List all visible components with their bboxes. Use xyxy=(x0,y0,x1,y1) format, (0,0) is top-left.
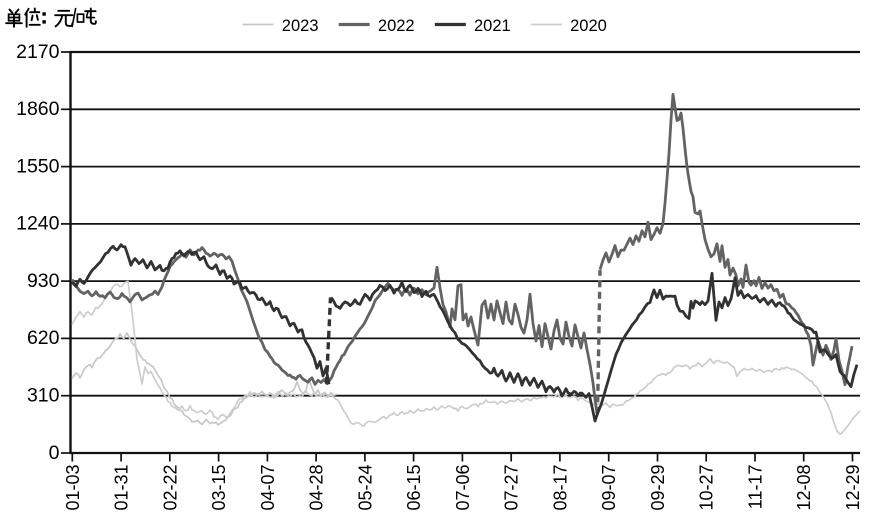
svg-text:11-17: 11-17 xyxy=(746,465,766,510)
svg-text:620: 620 xyxy=(27,327,60,349)
svg-text:07-27: 07-27 xyxy=(502,465,522,511)
svg-text:12-08: 12-08 xyxy=(794,465,814,511)
svg-text:03-15: 03-15 xyxy=(209,465,229,511)
svg-text:04-07: 04-07 xyxy=(258,465,278,511)
svg-text:09-07: 09-07 xyxy=(599,465,619,511)
svg-text:1550: 1550 xyxy=(16,155,60,177)
svg-text:04-28: 04-28 xyxy=(307,465,327,511)
svg-text:2022: 2022 xyxy=(378,17,415,35)
svg-text:12-29: 12-29 xyxy=(843,465,863,511)
svg-text:2023: 2023 xyxy=(282,17,319,35)
svg-text:0: 0 xyxy=(49,442,60,464)
svg-text:06-15: 06-15 xyxy=(404,465,424,511)
svg-text:02-22: 02-22 xyxy=(160,465,180,511)
svg-text:08-17: 08-17 xyxy=(550,465,570,511)
svg-text:10-27: 10-27 xyxy=(697,465,717,511)
svg-text:1240: 1240 xyxy=(16,213,60,235)
svg-text:1860: 1860 xyxy=(16,98,60,120)
svg-text:07-06: 07-06 xyxy=(453,465,473,511)
svg-text:01-03: 01-03 xyxy=(63,465,83,511)
svg-text:05-24: 05-24 xyxy=(355,465,375,511)
svg-text:2170: 2170 xyxy=(16,41,60,63)
svg-text:01-31: 01-31 xyxy=(112,465,132,511)
svg-text:930: 930 xyxy=(27,270,60,292)
svg-text:09-29: 09-29 xyxy=(648,465,668,511)
svg-text:2020: 2020 xyxy=(570,17,607,35)
svg-text:2021: 2021 xyxy=(474,17,511,35)
svg-text:310: 310 xyxy=(27,385,60,407)
